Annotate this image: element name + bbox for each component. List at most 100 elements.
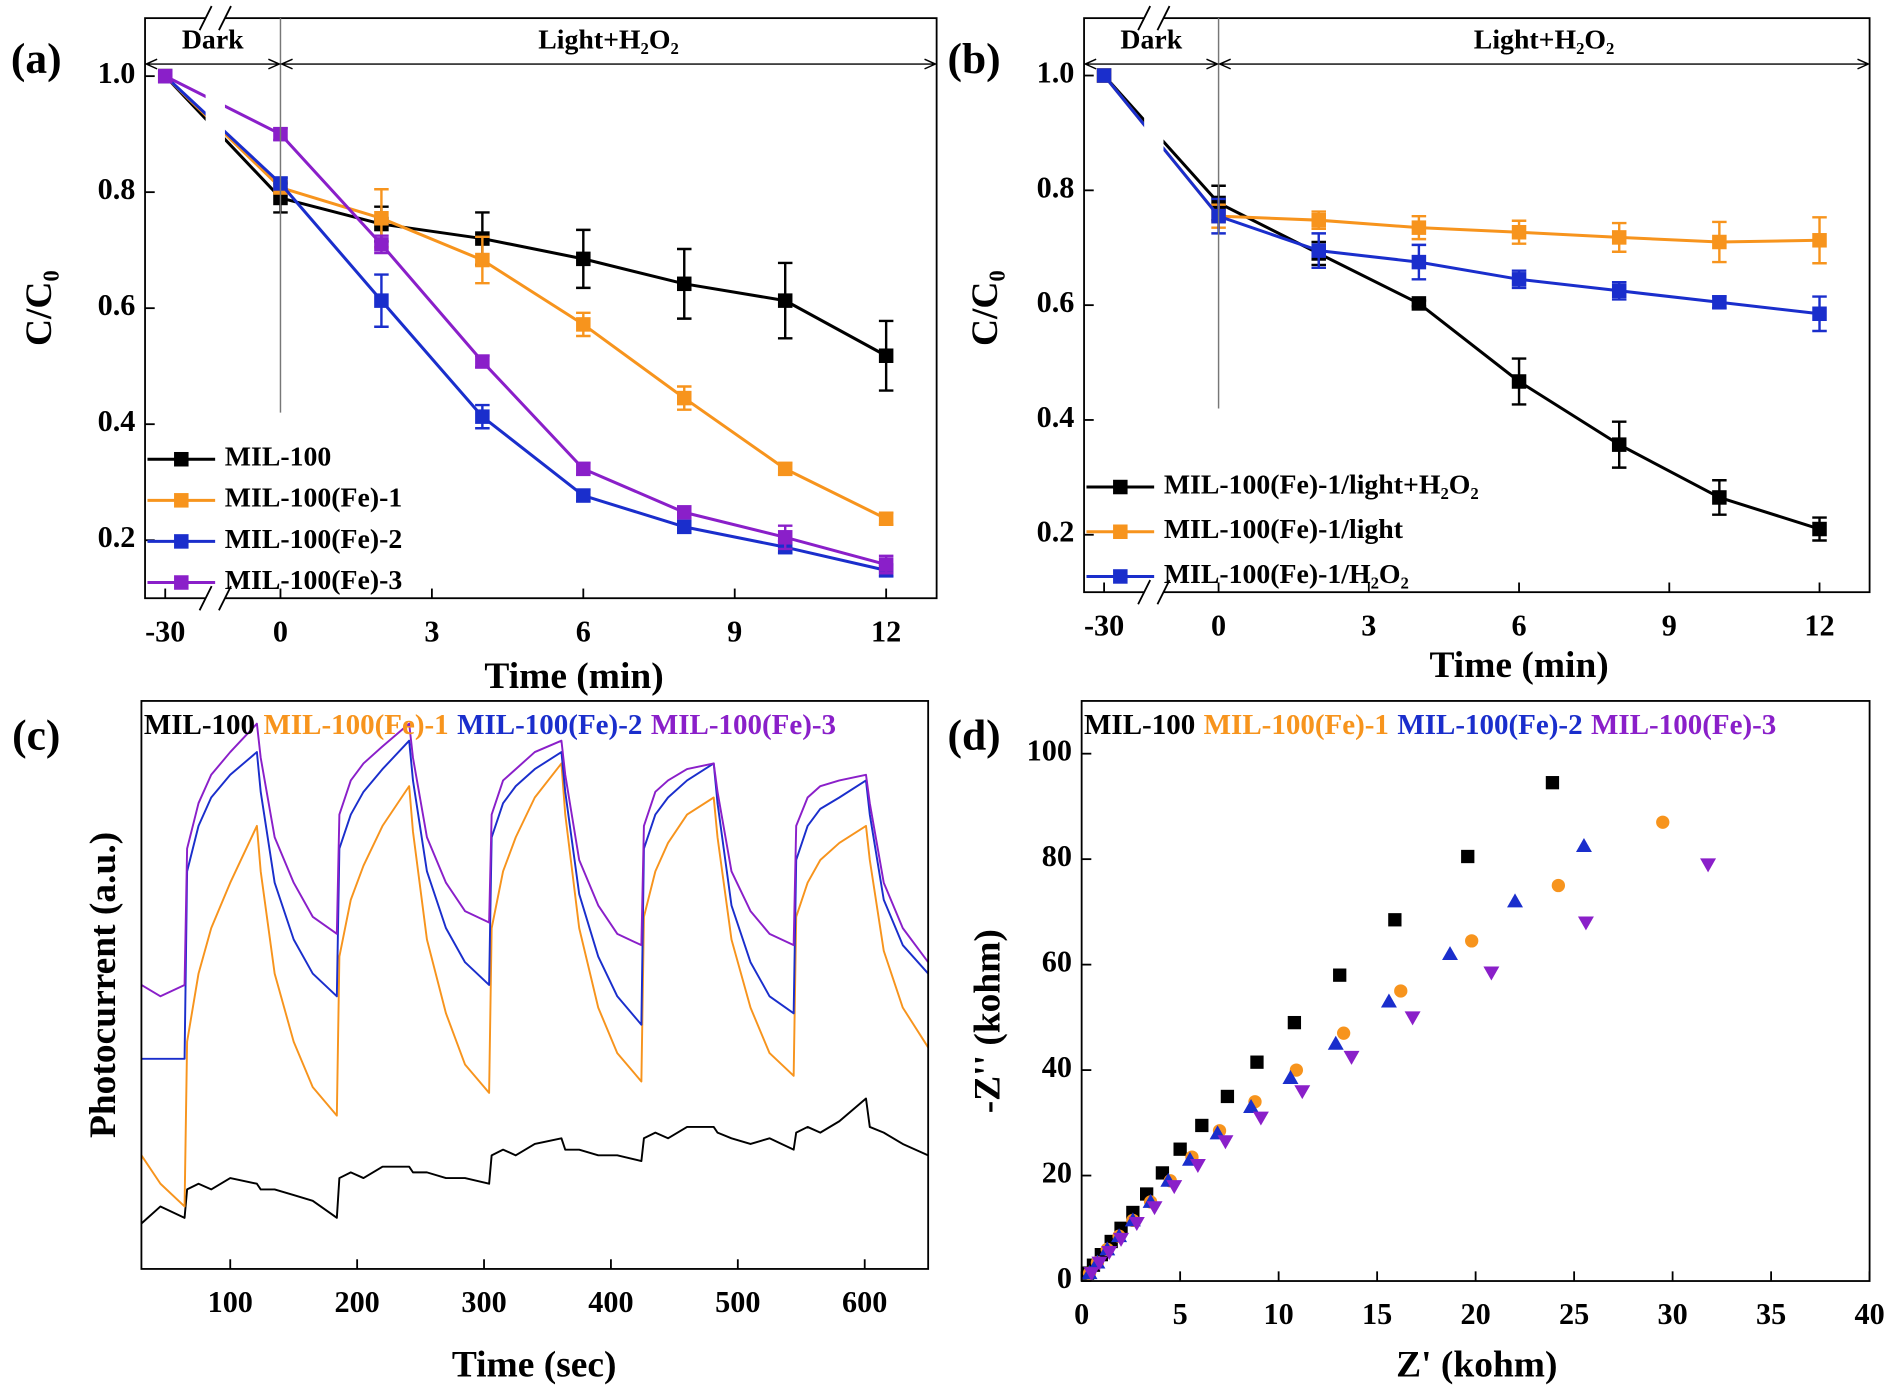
- x-tick-label: 400: [588, 1285, 633, 1319]
- y-axis-label: C/C₀: [19, 270, 60, 346]
- axis-break: [1137, 579, 1171, 605]
- marker: [1289, 1063, 1304, 1077]
- x-tick-label: 15: [1362, 1297, 1392, 1331]
- y-axis-label: -Z'' (kohm): [968, 929, 1009, 1113]
- marker: [1712, 490, 1727, 505]
- marker: [1146, 1201, 1163, 1216]
- y-tick-label: 0.8: [98, 172, 136, 206]
- legend-label: MIL-100(Fe)-1/light: [1164, 514, 1404, 545]
- marker: [1483, 966, 1500, 981]
- x-tick-label: 3: [1361, 608, 1376, 642]
- series-line: [164, 74, 887, 567]
- x-tick-label: 9: [727, 614, 742, 648]
- marker: [677, 390, 692, 406]
- x-tick-label: 200: [334, 1285, 379, 1319]
- y-tick-label: 60: [1042, 945, 1072, 979]
- x-axis-label: Time (min): [1429, 645, 1608, 686]
- x-axis-label: Time (sec): [452, 1345, 617, 1386]
- y-tick-label: 0.4: [1037, 400, 1075, 434]
- marker: [1511, 374, 1527, 389]
- marker: [1411, 254, 1427, 270]
- marker: [475, 409, 490, 424]
- x-tick-label: 600: [842, 1285, 887, 1319]
- y-tick-label: 20: [1042, 1155, 1072, 1189]
- marker: [1812, 233, 1827, 248]
- marker: [174, 575, 189, 590]
- marker: [1282, 1070, 1299, 1084]
- marker: [1411, 296, 1427, 311]
- marker: [1575, 837, 1592, 852]
- x-axis-label: Time (min): [484, 656, 663, 697]
- marker: [1195, 1118, 1209, 1133]
- marker: [475, 354, 490, 369]
- marker: [1388, 913, 1402, 927]
- annotation: Dark: [182, 25, 244, 56]
- axis-break-gap: [205, 14, 225, 602]
- marker: [1700, 858, 1717, 873]
- x-tick-label: 20: [1461, 1297, 1491, 1331]
- marker: [1511, 224, 1527, 240]
- series-line: [164, 75, 887, 521]
- legend-label: MIL-100: [225, 442, 331, 473]
- marker: [174, 534, 189, 549]
- marker: [1336, 1026, 1351, 1040]
- marker: [677, 519, 692, 535]
- legend-label: MIL-100(Fe)-2: [1397, 709, 1582, 741]
- marker: [1611, 230, 1627, 245]
- series-line: [140, 762, 929, 1208]
- marker: [1577, 916, 1594, 931]
- legend-label: MIL-100(Fe)-1/light+H₂O₂: [1164, 469, 1479, 500]
- x-tick-label: 0: [1074, 1297, 1089, 1331]
- x-axis-label: Z' (kohm): [1396, 1345, 1557, 1386]
- legend-label: MIL-100(Fe)-3: [651, 709, 836, 741]
- plot-frame: [1080, 700, 1871, 1282]
- marker: [1380, 993, 1397, 1008]
- marker: [174, 493, 189, 508]
- marker: [374, 237, 389, 252]
- annotation-arrow: [1218, 58, 1871, 70]
- marker: [1812, 521, 1827, 537]
- legend-label: MIL-100(Fe)-1: [1204, 709, 1389, 741]
- marker: [1411, 220, 1427, 235]
- marker: [1545, 776, 1560, 790]
- series-line: [140, 722, 929, 998]
- x-tick-label: 500: [715, 1285, 760, 1319]
- legend-label: MIL-100(Fe)-2: [225, 524, 402, 555]
- marker: [374, 211, 389, 226]
- y-tick-label: 100: [1027, 734, 1072, 768]
- x-tick-label: 3: [424, 614, 439, 648]
- panel-label: (c): [12, 712, 60, 760]
- marker: [576, 488, 591, 503]
- x-tick-label: 25: [1559, 1297, 1589, 1331]
- marker: [1287, 1015, 1302, 1030]
- x-tick-label: 35: [1756, 1297, 1786, 1331]
- x-tick-label: 30: [1658, 1297, 1688, 1331]
- marker: [1712, 234, 1727, 250]
- series-line: [164, 75, 887, 572]
- annotation: Light+H₂O₂: [538, 25, 679, 56]
- x-tick-label: 0: [273, 614, 288, 648]
- y-tick-label: 0.6: [98, 288, 136, 322]
- x-tick-label: 100: [208, 1285, 253, 1319]
- marker: [576, 317, 591, 332]
- marker: [1656, 815, 1670, 829]
- marker: [1101, 1246, 1118, 1260]
- series-line: [1102, 74, 1820, 244]
- series-line: [164, 75, 887, 358]
- legend-label: MIL-100(Fe)-1: [225, 483, 402, 514]
- legend-label: MIL-100(Fe)-3: [1591, 709, 1776, 741]
- y-tick-label: 0: [1057, 1261, 1072, 1295]
- marker: [1311, 243, 1326, 258]
- annotation: Light+H₂O₂: [1474, 25, 1615, 56]
- legend-label: MIL-100(Fe)-2: [457, 709, 642, 741]
- marker: [1812, 306, 1827, 322]
- marker: [1394, 984, 1408, 998]
- panel-label: (d): [948, 712, 1001, 760]
- series-line: [1102, 74, 1820, 316]
- marker: [1611, 283, 1627, 299]
- marker: [777, 461, 793, 477]
- plot-frame: [1083, 17, 1871, 594]
- marker: [1166, 1180, 1183, 1195]
- marker: [1551, 878, 1566, 893]
